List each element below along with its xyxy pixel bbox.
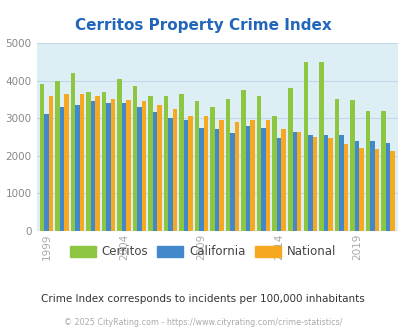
Bar	[323, 135, 327, 231]
Bar	[349, 100, 354, 231]
Bar	[91, 101, 95, 231]
Bar	[117, 79, 121, 231]
Bar	[312, 137, 316, 231]
Bar	[40, 84, 44, 231]
Bar	[358, 148, 362, 231]
Bar	[157, 105, 162, 231]
Bar	[307, 135, 312, 231]
Bar	[219, 120, 224, 231]
Bar	[126, 100, 130, 231]
Bar	[230, 133, 234, 231]
Bar	[188, 116, 192, 231]
Bar	[55, 81, 60, 231]
Bar	[303, 62, 307, 231]
Bar	[49, 96, 53, 231]
Bar	[64, 94, 69, 231]
Bar	[276, 138, 281, 231]
Bar	[226, 99, 230, 231]
Bar	[272, 116, 276, 231]
Bar	[343, 144, 347, 231]
Bar	[385, 143, 389, 231]
Bar	[256, 96, 261, 231]
Bar	[281, 129, 285, 231]
Bar	[102, 92, 106, 231]
Bar	[245, 126, 250, 231]
Bar	[183, 120, 188, 231]
Bar	[173, 109, 177, 231]
Bar	[296, 132, 301, 231]
Bar	[122, 103, 126, 231]
Bar	[369, 142, 374, 231]
Bar	[60, 107, 64, 231]
Bar	[354, 141, 358, 231]
Bar	[86, 92, 91, 231]
Bar	[71, 73, 75, 231]
Bar	[292, 132, 296, 231]
Bar	[210, 107, 214, 231]
Bar	[168, 118, 173, 231]
Bar	[327, 139, 332, 231]
Bar	[234, 122, 239, 231]
Bar	[374, 149, 378, 231]
Bar	[142, 101, 146, 231]
Bar	[132, 86, 137, 231]
Bar	[80, 94, 84, 231]
Bar	[318, 62, 323, 231]
Text: Crime Index corresponds to incidents per 100,000 inhabitants: Crime Index corresponds to incidents per…	[41, 294, 364, 304]
Text: Cerritos Property Crime Index: Cerritos Property Crime Index	[75, 18, 330, 33]
Bar	[203, 116, 208, 231]
Bar	[106, 103, 111, 231]
Bar	[148, 96, 153, 231]
Bar	[364, 111, 369, 231]
Bar	[338, 135, 343, 231]
Bar	[153, 113, 157, 231]
Bar	[241, 90, 245, 231]
Bar	[44, 115, 49, 231]
Bar	[389, 151, 394, 231]
Legend: Cerritos, California, National: Cerritos, California, National	[65, 241, 340, 263]
Bar	[179, 94, 183, 231]
Bar	[137, 107, 142, 231]
Bar	[334, 99, 338, 231]
Bar	[199, 128, 203, 231]
Bar	[261, 128, 265, 231]
Text: © 2025 CityRating.com - https://www.cityrating.com/crime-statistics/: © 2025 CityRating.com - https://www.city…	[64, 318, 341, 327]
Bar	[95, 96, 100, 231]
Bar	[287, 88, 292, 231]
Bar	[164, 96, 168, 231]
Bar	[214, 129, 219, 231]
Bar	[265, 120, 270, 231]
Bar	[75, 105, 80, 231]
Bar	[194, 101, 199, 231]
Bar	[250, 120, 254, 231]
Bar	[380, 111, 385, 231]
Bar	[111, 99, 115, 231]
